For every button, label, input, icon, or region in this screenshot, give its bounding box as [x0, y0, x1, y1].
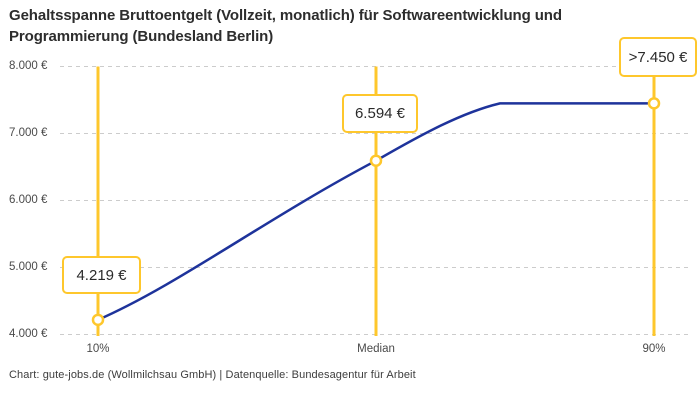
chart-credit: Chart: gute-jobs.de (Wollmilchsau GmbH) … [9, 369, 416, 381]
salary-curve [96, 102, 656, 322]
chart-title: Gehaltsspanne Bruttoentgelt (Vollzeit, m… [9, 7, 562, 45]
data-point-90% [647, 97, 661, 110]
data-point-10% [91, 313, 105, 327]
data-point-Median [369, 154, 383, 167]
